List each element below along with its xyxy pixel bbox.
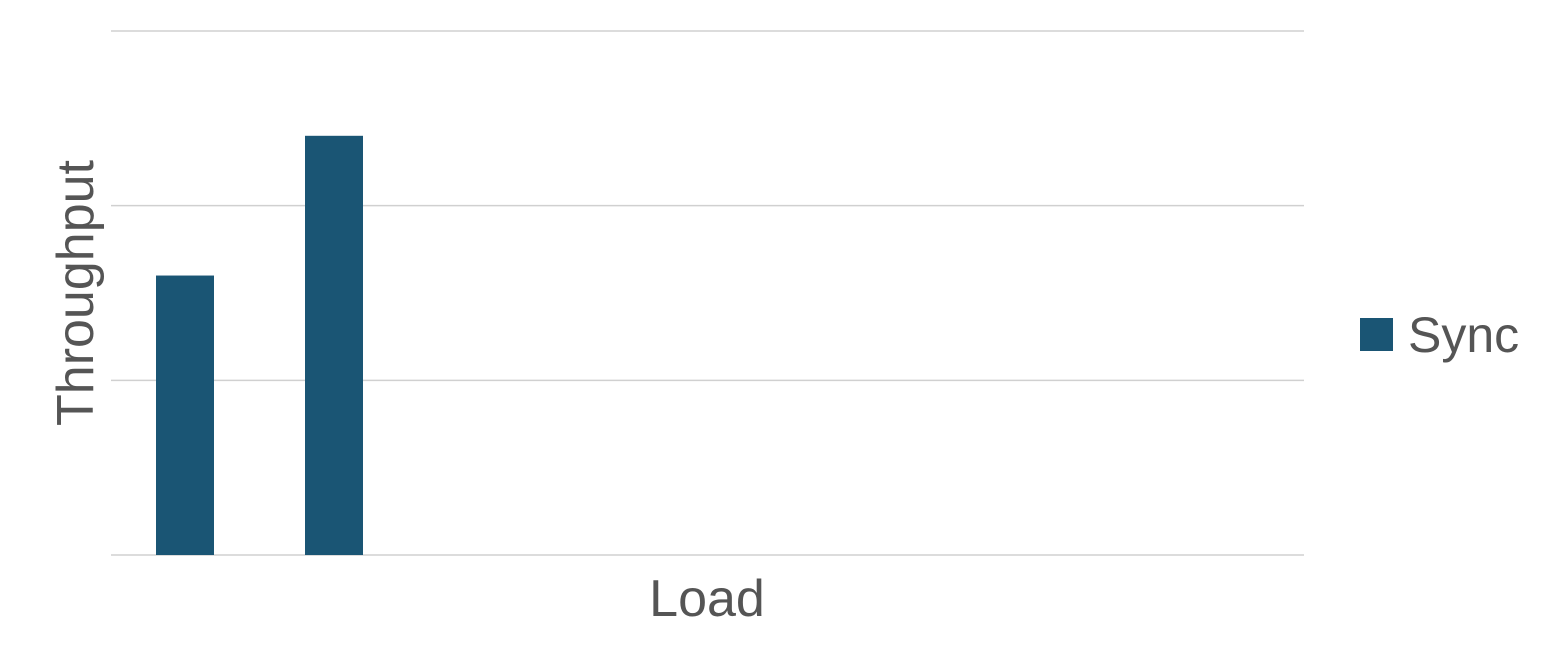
bar-sync-1: [156, 275, 214, 555]
y-axis-title: Throughput: [47, 159, 105, 426]
gridlines: [111, 30, 1304, 556]
bars: [156, 135, 363, 556]
legend-label-sync: Sync: [1408, 307, 1519, 363]
bar-sync-2: [305, 135, 363, 556]
legend: Sync: [1360, 307, 1519, 363]
legend-swatch-sync: [1360, 318, 1393, 351]
x-axis-title: Load: [649, 570, 765, 628]
